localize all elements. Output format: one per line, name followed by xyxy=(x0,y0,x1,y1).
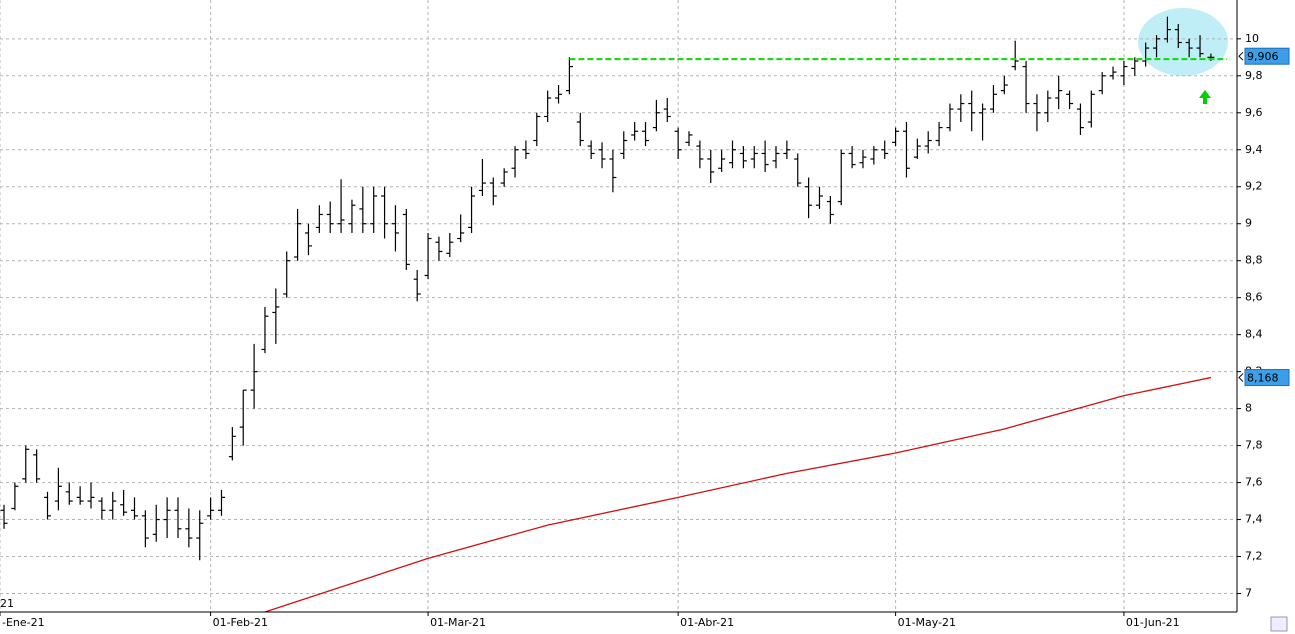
y-tick-label: 9,8 xyxy=(1245,69,1263,82)
y-tick-label: 7,8 xyxy=(1245,439,1263,452)
y-tick-label: 8 xyxy=(1245,402,1252,415)
y-tick-label: 7,2 xyxy=(1245,550,1263,563)
corner-icon[interactable] xyxy=(1270,616,1288,632)
grid xyxy=(0,0,1237,612)
y-tick-label: 10 xyxy=(1245,32,1259,45)
up-arrow xyxy=(1199,90,1211,104)
x-tick-label: 01-May-21 xyxy=(898,616,956,629)
x-tick-label: 01-Abr-21 xyxy=(680,616,734,629)
marks xyxy=(0,16,1228,613)
moving-average-line xyxy=(264,376,1212,613)
y-tick-label: 8,4 xyxy=(1245,328,1263,341)
y-tick-label: 8,8 xyxy=(1245,254,1263,267)
y-tick-label: 8,6 xyxy=(1245,291,1263,304)
year-label: 21 xyxy=(0,597,14,610)
x-tick-label: 01-Mar-21 xyxy=(430,616,486,629)
x-tick-label: 01-Feb-21 xyxy=(213,616,268,629)
x-tick-label: -Ene-21 xyxy=(2,616,45,629)
y-tick-label: 9 xyxy=(1245,217,1252,230)
price-tag-label: 8,168 xyxy=(1247,372,1279,385)
x-tick-label: 01-Jun-21 xyxy=(1126,616,1180,629)
price-tag-arrow xyxy=(1238,373,1244,382)
y-tick-label: 9,2 xyxy=(1245,180,1263,193)
price-tag-arrow xyxy=(1238,51,1244,61)
y-tick-label: 7,6 xyxy=(1245,476,1263,489)
price-tag-label: 9,906 xyxy=(1247,50,1279,63)
price-tag xyxy=(1244,369,1290,387)
y-tick-label: 7 xyxy=(1245,587,1252,600)
highlight-ellipse xyxy=(1138,8,1228,76)
price-tag xyxy=(1244,47,1290,65)
y-tick-label: 9,4 xyxy=(1245,143,1263,156)
y-tick-label: 9,6 xyxy=(1245,106,1263,119)
y-tick-label: 7,4 xyxy=(1245,513,1263,526)
